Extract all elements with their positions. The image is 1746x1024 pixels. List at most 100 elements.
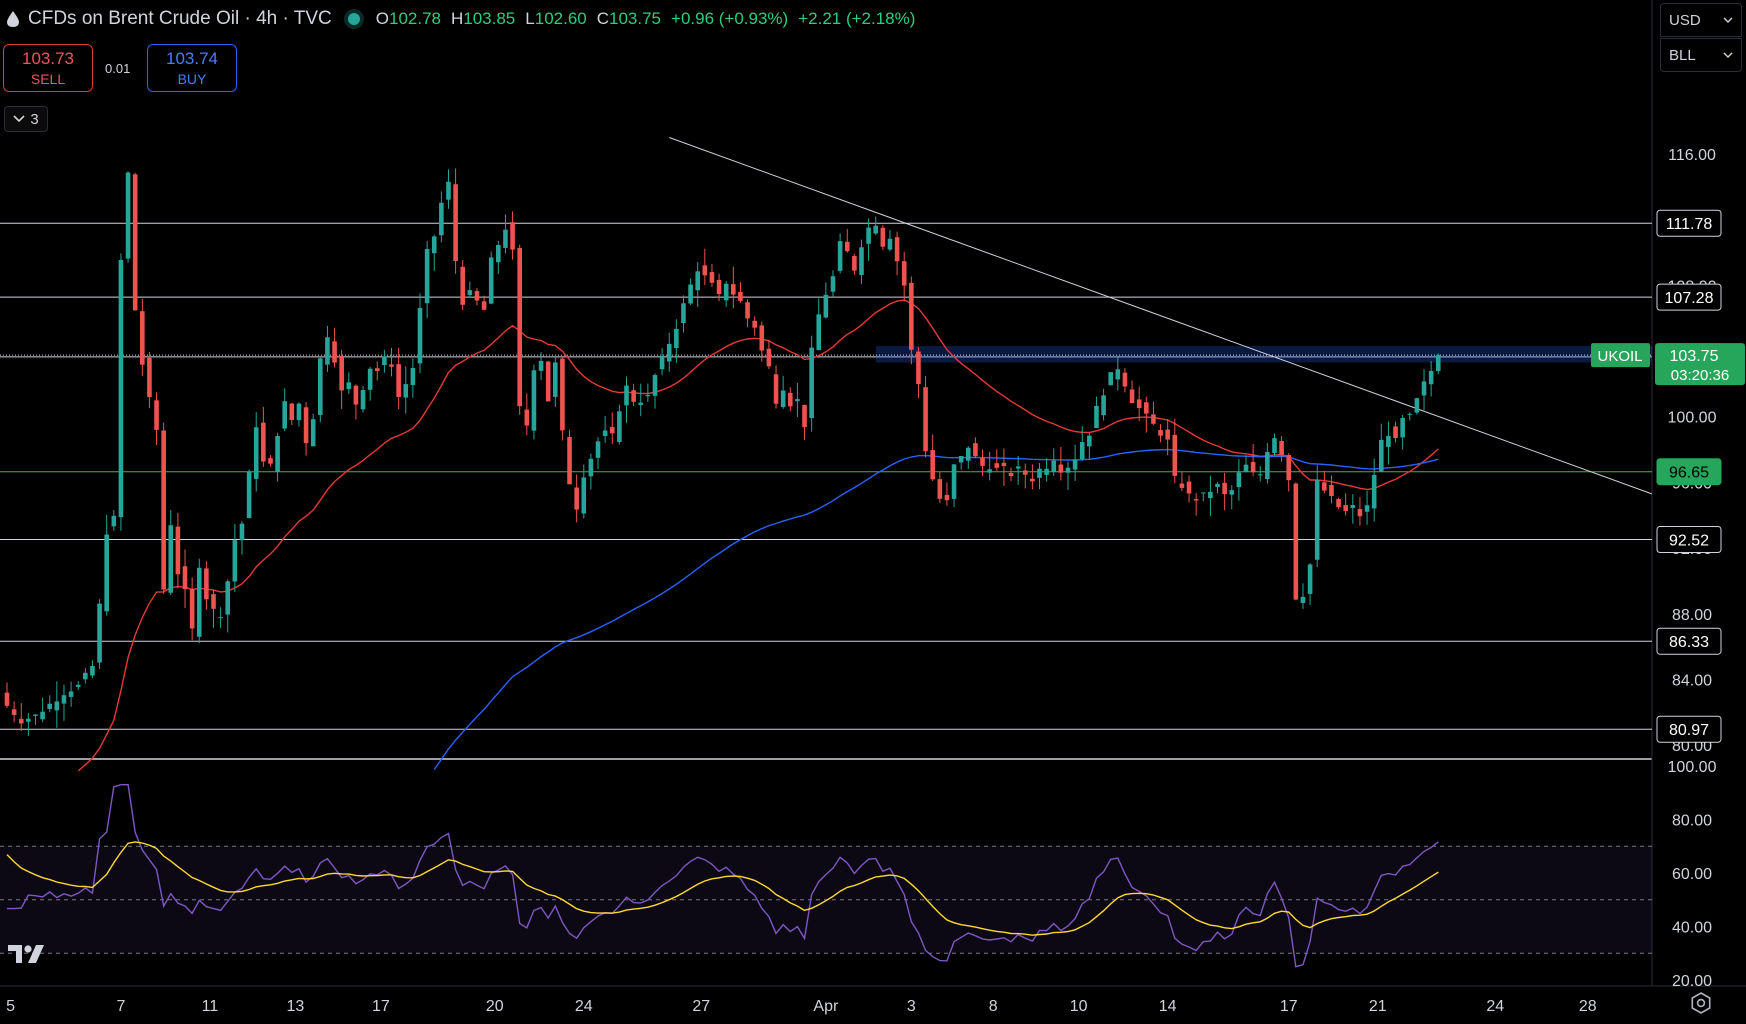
candle-body xyxy=(439,202,444,236)
candle-body xyxy=(496,245,501,263)
candle-body xyxy=(937,479,943,499)
candle-body xyxy=(802,404,807,428)
candle-body xyxy=(1015,466,1021,469)
sell-button[interactable]: 103.73 SELL xyxy=(3,44,93,92)
ohlc-value: 103.75 xyxy=(609,9,662,28)
candle-body xyxy=(1236,472,1242,488)
candle-body xyxy=(1250,461,1256,473)
time-axis-tick: 11 xyxy=(202,998,219,1015)
level-label: 86.33 xyxy=(1669,634,1709,651)
candle-body xyxy=(189,589,195,629)
candle-body xyxy=(1101,395,1106,416)
candle-body xyxy=(47,703,53,710)
candle-body xyxy=(4,692,10,706)
candle-body xyxy=(125,172,131,259)
candle-body xyxy=(709,272,715,283)
ohlc-item: O102.78 xyxy=(376,9,441,29)
candle-body xyxy=(816,314,822,351)
time-axis-tick: 20 xyxy=(486,998,504,1015)
chart-header: CFDs on Brent Crude Oil · 4h · TVC O102.… xyxy=(6,6,915,32)
candle-body xyxy=(695,271,701,291)
level-label-box xyxy=(1656,283,1722,311)
candle-body xyxy=(1115,369,1121,380)
candle-body xyxy=(880,227,886,247)
candle-body xyxy=(33,714,38,716)
candle-body xyxy=(204,568,209,600)
candle-body xyxy=(1037,468,1042,478)
candle-body xyxy=(1158,429,1163,436)
candle-body xyxy=(944,494,950,501)
ohlc-item: +0.96 (+0.93%) xyxy=(671,9,788,29)
candle-body xyxy=(147,357,152,398)
candle-body xyxy=(396,364,401,397)
candle-body xyxy=(645,394,651,397)
candle-body xyxy=(795,399,800,402)
candle-body xyxy=(1407,413,1413,415)
unit-selector[interactable]: BLL xyxy=(1660,38,1742,72)
candle-body xyxy=(987,469,992,473)
ema-slow-line xyxy=(433,448,1439,770)
candle-body xyxy=(830,276,836,292)
candle-body xyxy=(225,581,231,615)
candle-body xyxy=(994,463,1000,468)
candle-body xyxy=(916,351,921,385)
candle-body xyxy=(310,419,316,447)
time-axis-tick: 21 xyxy=(1369,998,1387,1015)
candle-body xyxy=(780,390,786,408)
chart-title[interactable]: CFDs on Brent Crude Oil · 4h · TVC xyxy=(28,8,332,29)
candle-body xyxy=(18,718,24,724)
candle-body xyxy=(431,236,437,254)
candle-body xyxy=(211,594,216,609)
candle-body xyxy=(958,455,964,463)
ohlc-key: H xyxy=(450,9,464,28)
price-axis-tick: 84.00 xyxy=(1672,672,1712,689)
status-dot-icon xyxy=(347,13,360,25)
candle-body xyxy=(481,301,487,310)
level-label: 96.65 xyxy=(1669,465,1709,482)
currency-selector[interactable]: USD xyxy=(1660,3,1742,37)
sell-label: SELL xyxy=(30,71,66,87)
candle-body xyxy=(1265,451,1270,480)
candle-body xyxy=(318,358,323,415)
candle-body xyxy=(901,261,907,286)
unit-value: BLL xyxy=(1669,46,1696,64)
candle-body xyxy=(702,265,708,276)
ohlc-value: +2.21 (+2.18%) xyxy=(798,9,916,28)
time-axis-tick: 14 xyxy=(1159,998,1177,1015)
tradingview-logo-icon[interactable] xyxy=(8,942,54,964)
candle-body xyxy=(1193,498,1199,501)
candle-body xyxy=(738,291,743,301)
candle-body xyxy=(467,290,473,295)
candle-body xyxy=(303,407,309,444)
candle-body xyxy=(261,422,266,462)
candle-body xyxy=(75,684,81,687)
ema-fast-line xyxy=(77,299,1439,772)
indicators-collapse-button[interactable]: 3 xyxy=(4,106,48,132)
price-zone xyxy=(875,346,1652,363)
time-axis-tick: 10 xyxy=(1070,998,1088,1015)
level-label-box xyxy=(1656,458,1722,486)
settings-icon[interactable] xyxy=(1690,992,1712,1014)
candle-body xyxy=(1293,483,1299,600)
sell-price: 103.73 xyxy=(22,49,74,68)
candle-body xyxy=(289,403,295,421)
candle-body xyxy=(325,337,330,365)
candle-body xyxy=(745,302,750,319)
candle-body xyxy=(1336,499,1341,508)
candle-body xyxy=(951,464,957,499)
buy-button[interactable]: 103.74 BUY xyxy=(147,44,237,92)
candle-body xyxy=(1435,355,1441,372)
candle-body xyxy=(581,477,587,514)
candle-body xyxy=(1300,596,1306,603)
candle-body xyxy=(887,238,893,250)
candle-body xyxy=(766,348,772,367)
candle-body xyxy=(852,255,857,271)
candle-body xyxy=(232,540,238,582)
candle-body xyxy=(517,247,522,407)
time-axis-tick: 8 xyxy=(989,998,998,1015)
candle-body xyxy=(132,174,138,311)
candle-body xyxy=(1243,464,1249,472)
candle-body xyxy=(866,227,871,244)
last-price-label: 103.75 xyxy=(1670,348,1719,365)
